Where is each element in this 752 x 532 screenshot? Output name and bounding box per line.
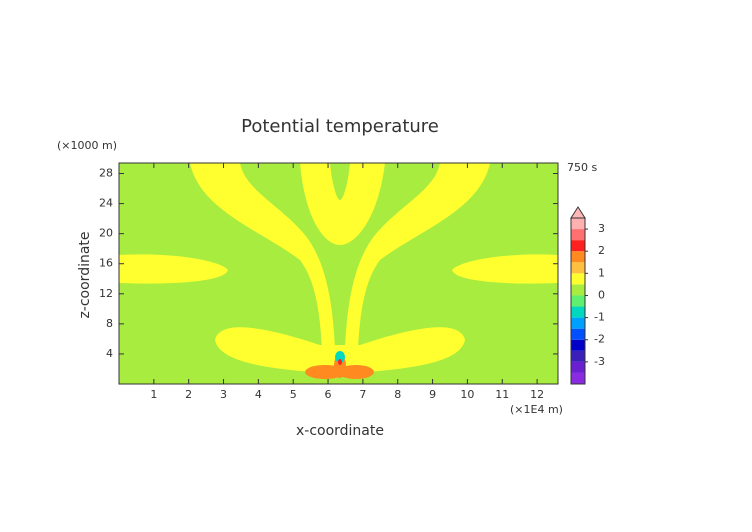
contour-region bbox=[300, 163, 385, 245]
x-tick-label: 12 bbox=[530, 388, 544, 401]
colorbar-band bbox=[571, 361, 585, 373]
colorbar-band bbox=[571, 273, 585, 285]
colorbar-band bbox=[571, 240, 585, 252]
contour-region bbox=[215, 327, 465, 374]
x-tick-label: 3 bbox=[220, 388, 227, 401]
colorbar-tick-label: 3 bbox=[598, 222, 605, 235]
y-tick-label: 16 bbox=[99, 257, 113, 270]
colorbar-tick-label: 0 bbox=[598, 288, 605, 301]
colorbar-band bbox=[571, 328, 585, 340]
contour-region bbox=[338, 359, 342, 365]
colorbar-extension bbox=[570, 206, 586, 219]
x-tick-label: 6 bbox=[325, 388, 332, 401]
colorbar-band bbox=[571, 350, 585, 362]
plot-frame bbox=[118, 162, 559, 385]
x-tick-label: 2 bbox=[185, 388, 192, 401]
colorbar-band bbox=[571, 339, 585, 351]
contour-region bbox=[119, 254, 228, 284]
colorbar-band bbox=[571, 284, 585, 296]
colorbar-tick-label: 1 bbox=[598, 266, 605, 279]
colorbar-tick-label: -2 bbox=[594, 333, 605, 346]
y-tick-label: 20 bbox=[99, 227, 113, 240]
y-tick-label: 8 bbox=[106, 317, 113, 330]
contour-region bbox=[190, 163, 335, 350]
colorbar-band bbox=[571, 317, 585, 329]
contour-region bbox=[452, 254, 558, 284]
contour-region bbox=[335, 351, 345, 363]
colorbar-band bbox=[571, 262, 585, 274]
contour-region bbox=[338, 365, 374, 379]
y-tick-label: 12 bbox=[99, 287, 113, 300]
colorbar-band bbox=[571, 218, 585, 230]
x-tick-label: 9 bbox=[429, 388, 436, 401]
contour-region bbox=[345, 163, 490, 350]
x-unit: (×1E4 m) bbox=[510, 403, 563, 416]
chart-title: Potential temperature bbox=[241, 116, 439, 137]
time-label: 750 s bbox=[567, 161, 597, 174]
colorbar-band bbox=[571, 295, 585, 307]
x-axis-label: x-coordinate bbox=[296, 423, 384, 439]
x-tick-label: 10 bbox=[460, 388, 474, 401]
x-tick-label: 5 bbox=[290, 388, 297, 401]
x-tick-label: 1 bbox=[150, 388, 157, 401]
x-tick-label: 8 bbox=[394, 388, 401, 401]
colorbar-band bbox=[571, 372, 585, 384]
colorbar-frame bbox=[570, 217, 586, 385]
colorbar-tick-label: -3 bbox=[594, 355, 605, 368]
contour-field bbox=[119, 163, 558, 384]
colorbar-tick-label: -1 bbox=[594, 311, 605, 324]
y-unit: (×1000 m) bbox=[57, 139, 117, 152]
colorbar-band bbox=[571, 251, 585, 263]
x-tick-label: 11 bbox=[495, 388, 509, 401]
colorbar-band bbox=[571, 229, 585, 241]
y-axis-label: z-coordinate bbox=[77, 231, 93, 318]
colorbar-tick-label: 2 bbox=[598, 244, 605, 257]
x-tick-label: 7 bbox=[359, 388, 366, 401]
y-tick-label: 4 bbox=[106, 347, 113, 360]
colorbar-band bbox=[571, 306, 585, 318]
y-tick-label: 28 bbox=[99, 167, 113, 180]
y-tick-label: 24 bbox=[99, 197, 113, 210]
x-tick-label: 4 bbox=[255, 388, 262, 401]
